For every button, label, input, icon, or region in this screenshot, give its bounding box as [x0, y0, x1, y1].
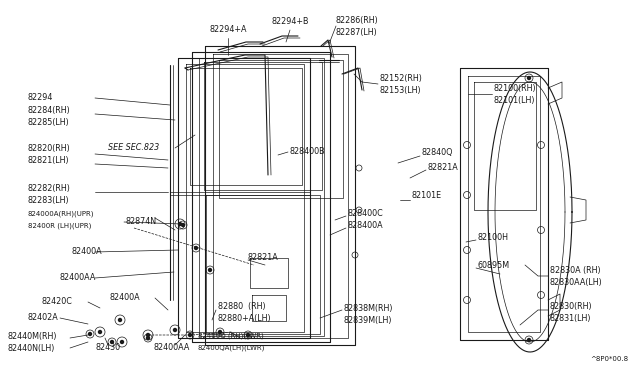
Text: 828400B: 828400B — [290, 148, 326, 157]
Circle shape — [209, 269, 211, 272]
Circle shape — [120, 340, 124, 343]
Text: 82830(RH): 82830(RH) — [550, 301, 593, 311]
Text: 82152(RH): 82152(RH) — [380, 74, 423, 83]
Text: 82821A: 82821A — [248, 253, 279, 263]
Circle shape — [118, 318, 122, 321]
Text: 828400C: 828400C — [348, 209, 384, 218]
Text: 82283(LH): 82283(LH) — [28, 196, 70, 205]
Circle shape — [99, 330, 102, 334]
Text: 82286(RH): 82286(RH) — [336, 16, 379, 25]
Circle shape — [246, 334, 250, 337]
Text: 82402A: 82402A — [28, 314, 59, 323]
Circle shape — [179, 222, 182, 225]
Text: 82101(LH): 82101(LH) — [494, 96, 536, 105]
Text: ^8P0*00.8: ^8P0*00.8 — [590, 356, 628, 362]
Text: 82400A: 82400A — [72, 247, 102, 257]
Text: 82821A: 82821A — [428, 164, 459, 173]
Text: 82153(LH): 82153(LH) — [380, 86, 422, 94]
Text: 82400Q (RH)(LWR): 82400Q (RH)(LWR) — [198, 333, 264, 339]
Text: 82430: 82430 — [95, 343, 120, 353]
Text: 82840Q: 82840Q — [422, 148, 454, 157]
Circle shape — [111, 340, 113, 343]
Text: 82294+A: 82294+A — [209, 26, 247, 35]
Text: 82400AA: 82400AA — [60, 273, 97, 282]
Text: 82101E: 82101E — [412, 192, 442, 201]
Circle shape — [189, 334, 191, 337]
Text: 82838M(RH): 82838M(RH) — [344, 304, 394, 312]
Text: 82440M(RH): 82440M(RH) — [8, 331, 58, 340]
Text: 82400QA(LH)(LWR): 82400QA(LH)(LWR) — [198, 345, 266, 351]
Text: 82831(LH): 82831(LH) — [550, 314, 591, 323]
Text: 82830A (RH): 82830A (RH) — [550, 266, 600, 275]
Circle shape — [173, 328, 177, 331]
Text: 82400R (LH)(UPR): 82400R (LH)(UPR) — [28, 223, 92, 229]
Text: 82820(RH): 82820(RH) — [28, 144, 71, 153]
Circle shape — [527, 339, 531, 341]
Circle shape — [527, 77, 531, 80]
Text: 82100(RH): 82100(RH) — [494, 83, 536, 93]
Text: 82821(LH): 82821(LH) — [28, 155, 70, 164]
Text: 82400AA: 82400AA — [154, 343, 190, 353]
Text: 82420C: 82420C — [42, 298, 73, 307]
Text: 82287(LH): 82287(LH) — [336, 28, 378, 36]
Text: 824000A(RH)(UPR): 824000A(RH)(UPR) — [28, 211, 95, 217]
Circle shape — [182, 224, 184, 227]
Text: 82874N: 82874N — [126, 218, 157, 227]
Text: 82100H: 82100H — [478, 234, 509, 243]
Circle shape — [195, 247, 198, 250]
Text: 82830AA(LH): 82830AA(LH) — [550, 278, 603, 286]
Text: 82880+A(LH): 82880+A(LH) — [218, 314, 271, 323]
Text: 82285(LH): 82285(LH) — [28, 118, 70, 126]
Circle shape — [147, 337, 150, 340]
Text: 60895M: 60895M — [478, 262, 510, 270]
Text: 828400A: 828400A — [348, 221, 383, 231]
Text: 82294+B: 82294+B — [271, 17, 308, 26]
Circle shape — [218, 330, 221, 334]
Text: 82400A: 82400A — [110, 294, 141, 302]
Text: 82440N(LH): 82440N(LH) — [8, 343, 56, 353]
Circle shape — [88, 333, 92, 336]
Text: 82294: 82294 — [28, 93, 53, 103]
Text: 82880  (RH): 82880 (RH) — [218, 301, 266, 311]
Circle shape — [147, 334, 150, 337]
Text: 82282(RH): 82282(RH) — [28, 183, 71, 192]
Text: 82839M(LH): 82839M(LH) — [344, 315, 392, 324]
Text: 82284(RH): 82284(RH) — [28, 106, 71, 115]
Text: SEE SEC.823: SEE SEC.823 — [108, 144, 159, 153]
